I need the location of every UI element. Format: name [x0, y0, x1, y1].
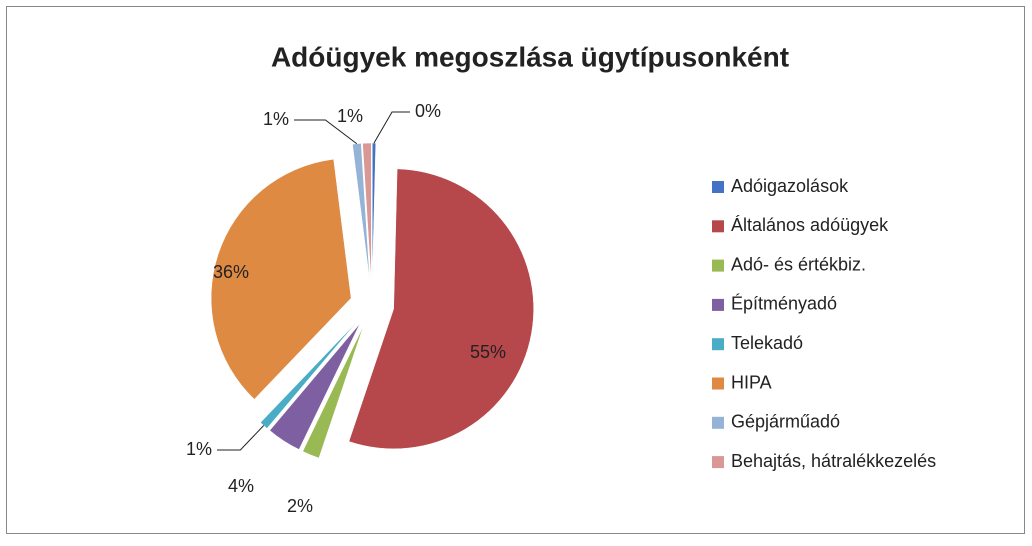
legend-swatch [712, 259, 724, 272]
data-label: 1% [263, 109, 289, 129]
data-label: 4% [228, 476, 254, 496]
pie-slice [372, 142, 377, 284]
legend-swatch [712, 298, 724, 311]
legend-label: Telekadó [731, 333, 803, 353]
pie-slice [352, 143, 371, 284]
data-label: 1% [186, 439, 212, 459]
pie-slice [260, 321, 358, 429]
legend-label: Gépjárműadó [731, 412, 840, 432]
legend-label: Adó- és értékbiz. [731, 254, 866, 274]
legend-swatch [712, 220, 724, 233]
data-label: 0% [415, 101, 441, 121]
leader-line [217, 425, 265, 451]
legend-swatch [712, 181, 724, 193]
legend-swatch [712, 338, 724, 351]
leader-line [373, 111, 410, 144]
pie-slice [210, 158, 352, 400]
legend-swatch [712, 377, 724, 390]
legend-label: HIPA [731, 372, 772, 392]
chart-title: Adóügyek megoszlása ügytípusonként [271, 41, 789, 72]
data-label: 36% [213, 262, 249, 282]
legend-label: Adóigazolások [731, 176, 849, 196]
data-label: 1% [337, 106, 363, 126]
legend-swatch [712, 456, 724, 469]
pie-slice [269, 323, 361, 450]
legend-label: Behajtás, hátralékkezelés [731, 451, 936, 471]
legend-swatch [712, 416, 724, 429]
data-label: 2% [287, 496, 313, 516]
pie-slice [348, 168, 534, 450]
pie-slice [302, 325, 364, 459]
legend-label: Építményadó [731, 294, 837, 314]
data-label: 55% [470, 342, 506, 362]
leader-line [294, 119, 358, 145]
pie-slice [362, 142, 372, 284]
legend-label: Általános adóügyek [731, 215, 889, 235]
